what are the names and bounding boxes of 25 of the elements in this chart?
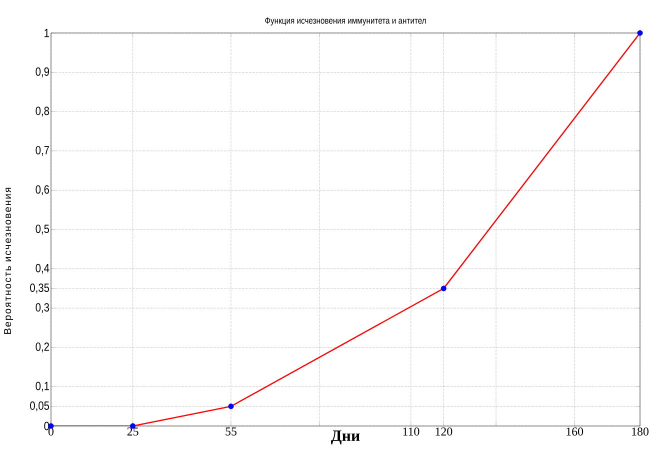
- x-tick-label: 110: [403, 428, 420, 436]
- y-tick-label: 0: [44, 422, 50, 430]
- y-tick-label: 0,1: [36, 382, 49, 392]
- y-tick-label: 0,6: [36, 185, 50, 196]
- chart-title: Функция исчезновения иммунитета и антител: [265, 17, 426, 26]
- y-tick-label: 0,2: [36, 342, 49, 352]
- x-tick-label: 180: [632, 428, 649, 436]
- x-axis-title: Дни: [330, 430, 360, 444]
- x-tick-label: 55: [226, 428, 236, 436]
- x-tick-label: 25: [127, 428, 138, 436]
- y-tick-label: 0,4: [36, 264, 50, 274]
- point: [228, 404, 234, 410]
- y-tick-label: 0,3: [36, 303, 50, 314]
- y-tick-label: 0,7: [36, 146, 49, 156]
- y-tick-label: 0,9: [36, 67, 49, 78]
- point: [637, 30, 643, 36]
- y-tick-label: 1: [44, 28, 49, 38]
- y-tick-label: 0,35: [30, 284, 50, 294]
- point: [440, 286, 446, 292]
- y-tick-label: 0,05: [30, 401, 50, 412]
- y-tick-label: 0,5: [36, 224, 50, 234]
- x-tick-label: 160: [566, 428, 584, 436]
- x-tick-label: 120: [436, 428, 452, 436]
- y-tick-label: 0,8: [36, 106, 50, 117]
- y-axis-title: Вероятность исчезновения: [4, 188, 14, 334]
